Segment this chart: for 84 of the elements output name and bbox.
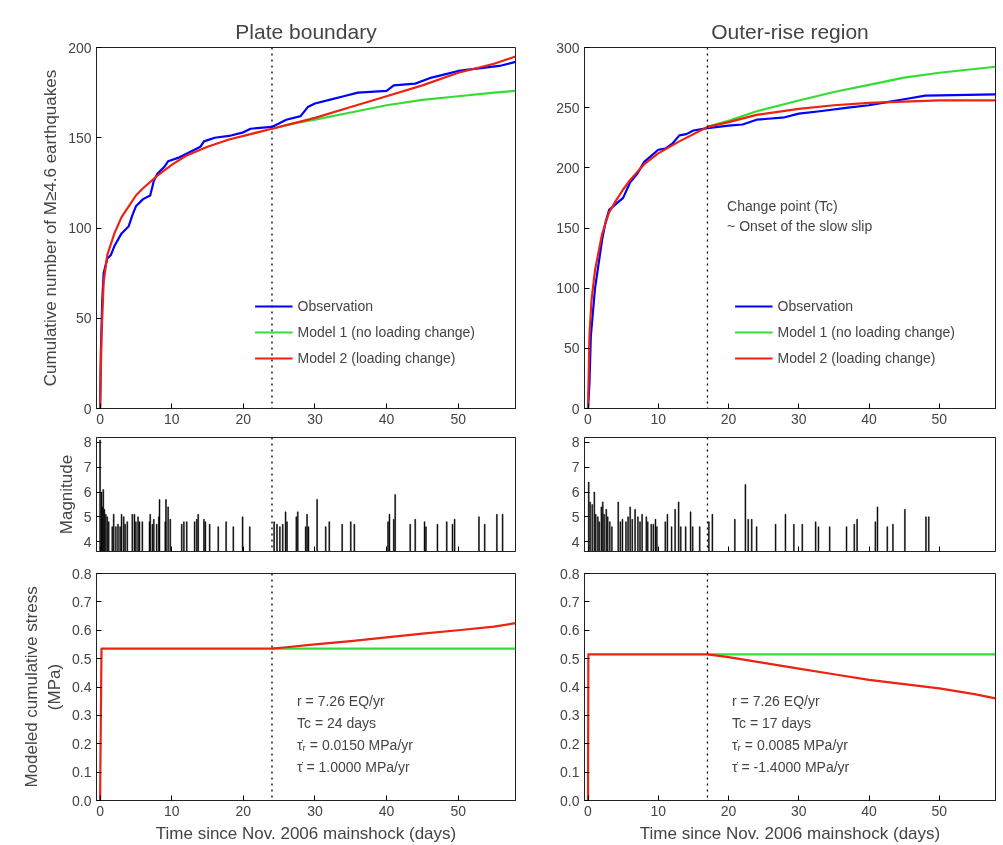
- legend-label: Observation: [297, 298, 374, 314]
- x-tick-label: 30: [791, 410, 807, 427]
- annotation: τ̇ᵣ = 0.0085 MPa/yr: [732, 736, 849, 753]
- y-tick-label: 6: [571, 484, 580, 501]
- legend-label: Model 2 (loading change): [297, 350, 456, 366]
- y-tick-label: 7: [571, 459, 580, 476]
- y-tick-label: 0.7: [72, 593, 92, 610]
- x-axis-title: Time since Nov. 2006 mainshock (days): [639, 823, 941, 843]
- x-tick-label: 0: [96, 410, 105, 427]
- y-tick-label: 8: [571, 434, 580, 451]
- y-tick-label: 6: [83, 484, 92, 501]
- y-tick-label: 5: [571, 508, 580, 525]
- x-tick-label: 40: [861, 802, 878, 819]
- y-tick-label: 0.0: [72, 792, 92, 809]
- y-tick-label: 0.1: [72, 764, 92, 781]
- x-tick-label: 0: [584, 802, 593, 819]
- y-tick-label: 4: [571, 533, 580, 550]
- y-tick-label: 4: [83, 533, 92, 550]
- annotation: Change point (Tc) ~ Onset of the slow slip: [727, 197, 873, 234]
- y-tick-label: 0.7: [560, 593, 580, 610]
- y-tick-label: 0.2: [72, 735, 92, 752]
- x-tick-label: 10: [163, 410, 180, 427]
- y-tick-label: 0.8: [560, 565, 580, 582]
- x-tick-label: 30: [307, 410, 323, 427]
- y-tick-label: 5: [83, 508, 92, 525]
- y-tick-label: 0.3: [72, 707, 92, 724]
- y-axis-title: Magnitude: [56, 454, 76, 535]
- x-tick-label: 40: [378, 802, 395, 819]
- y-tick-label: 0.5: [560, 650, 580, 667]
- y-tick-label: 150: [556, 220, 580, 236]
- annotation: r = 7.26 EQ/yr: [732, 692, 820, 709]
- x-tick-label: 50: [450, 802, 467, 819]
- y-tick-label: 200: [556, 159, 580, 176]
- y-tick-label: 0.6: [72, 622, 92, 639]
- x-tick-label: 10: [163, 802, 180, 819]
- legend-label: Model 2 (loading change): [777, 350, 936, 366]
- x-tick-label: 50: [450, 410, 467, 427]
- annotation: τ̇ᵣ = 0.0150 MPa/yr: [297, 736, 414, 753]
- y-tick-label: 300: [556, 39, 580, 56]
- y-tick-label: 50: [563, 340, 580, 357]
- x-tick-label: 0: [584, 410, 593, 427]
- y-tick-label: 0.2: [560, 735, 580, 752]
- y-tick-label: 0.4: [72, 679, 92, 695]
- y-tick-label: 100: [556, 280, 580, 297]
- y-tick-label: 150: [68, 129, 92, 146]
- y-tick-label: 250: [556, 99, 580, 116]
- x-tick-label: 10: [650, 410, 667, 427]
- x-tick-label: 30: [307, 802, 323, 819]
- y-tick-label: 0.5: [72, 650, 92, 667]
- x-axis-title: Time since Nov. 2006 mainshock (days): [155, 823, 457, 843]
- y-tick-label: 50: [75, 310, 92, 327]
- x-tick-label: 20: [235, 802, 252, 819]
- x-tick-label: 30: [791, 802, 807, 819]
- legend-label: Observation: [777, 298, 854, 314]
- annotation: τ̇ = 1.0000 MPa/yr: [297, 758, 410, 775]
- x-tick-label: 20: [720, 802, 737, 819]
- y-tick-label: 0.3: [560, 707, 580, 724]
- x-tick-label: 20: [235, 410, 252, 427]
- x-tick-label: 20: [720, 410, 737, 427]
- y-axis-title: Cumulative number of M≥4.6 earthquakes: [41, 69, 61, 387]
- y-tick-label: 0.0: [560, 792, 580, 809]
- chart-title: Outer-rise region: [711, 19, 869, 43]
- y-tick-label: 0.8: [72, 565, 92, 582]
- x-tick-label: 0: [96, 802, 105, 819]
- y-tick-label: 8: [83, 434, 92, 451]
- annotation: r = 7.26 EQ/yr: [297, 692, 385, 709]
- x-tick-label: 50: [931, 802, 948, 819]
- y-tick-label: 0.6: [560, 622, 580, 639]
- x-tick-label: 50: [931, 410, 948, 427]
- chart-title: Plate boundary: [235, 19, 378, 43]
- annotation: Tc = 24 days: [297, 714, 377, 731]
- legend-label: Model 1 (no loading change): [777, 324, 955, 340]
- x-tick-label: 10: [650, 802, 667, 819]
- x-tick-label: 40: [378, 410, 395, 427]
- y-tick-label: 0.4: [560, 679, 580, 695]
- annotation: τ̇ = -1.4000 MPa/yr: [732, 758, 850, 775]
- y-tick-label: 7: [83, 459, 92, 476]
- y-tick-label: 200: [68, 39, 92, 56]
- y-tick-label: 0.1: [560, 764, 580, 781]
- legend-label: Model 1 (no loading change): [297, 324, 475, 340]
- y-axis-title: Modeled cumulative stress (MPa): [22, 586, 65, 788]
- y-tick-label: 100: [68, 220, 92, 236]
- x-tick-label: 40: [861, 410, 878, 427]
- annotation: Tc = 17 days: [732, 714, 812, 731]
